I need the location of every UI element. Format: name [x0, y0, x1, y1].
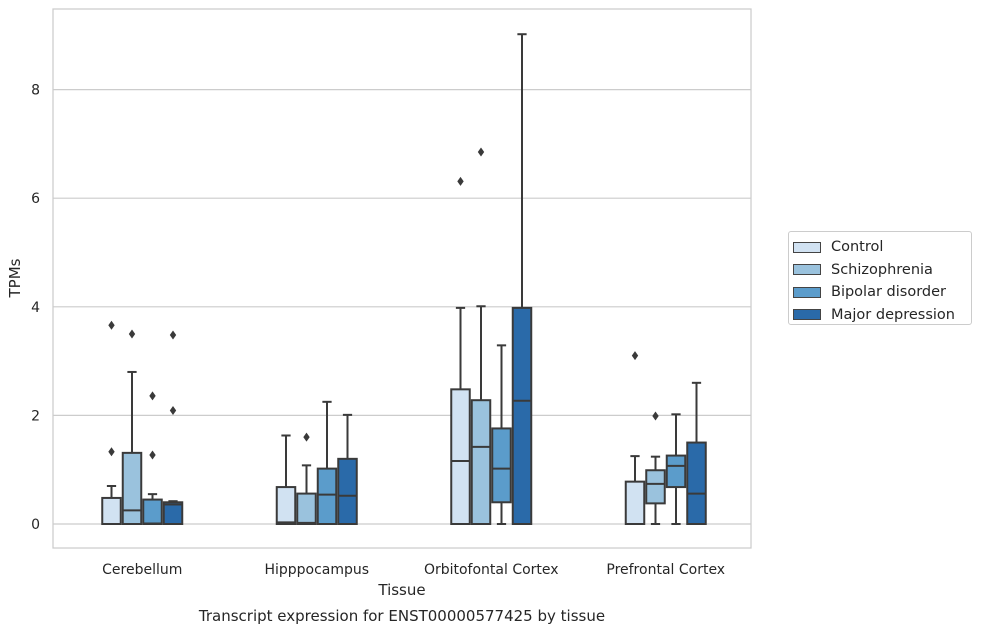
x-tick-label: Hipppocampus [264, 562, 369, 578]
outlier-point [108, 447, 115, 457]
legend-label: Schizophrenia [831, 261, 933, 278]
box-2-2 [491, 344, 512, 525]
legend-item: Major depression [793, 304, 971, 327]
outlier-point [149, 391, 156, 401]
legend-swatch [793, 241, 821, 253]
box-iqr [142, 498, 163, 526]
x-tick-label: Cerebellum [102, 562, 182, 578]
legend-item: Control [793, 236, 971, 259]
outlier-point [169, 330, 177, 340]
box-iqr [101, 496, 122, 526]
box-iqr [337, 457, 358, 525]
box-2-1 [316, 400, 338, 526]
box-1-0 [121, 329, 143, 526]
x-axis-ticks: Cerebellum Hipppocampus Orbitofontal Corte… [102, 562, 725, 578]
box-iqr [491, 427, 512, 504]
box-iqr [645, 469, 666, 505]
box-2-0 [142, 391, 163, 526]
box-iqr [624, 480, 646, 525]
legend-item: Bipolar disorder [793, 281, 971, 304]
x-axis-label: Tissue [377, 581, 425, 599]
y-tick-label: 2 [31, 408, 40, 424]
legend-label: Major depression [831, 306, 955, 323]
outlier-point [128, 329, 136, 339]
gridlines [53, 88, 751, 525]
legend-swatch [793, 286, 821, 298]
y-tick-label: 0 [31, 517, 40, 533]
legend: Control Schizophrenia Bipolar disorder Majo… [788, 231, 972, 325]
outlier-point [108, 320, 115, 330]
chart-title: Transcript expression for ENST0000057742… [198, 607, 605, 625]
outlier-point [169, 406, 177, 416]
box-0-2 [450, 176, 471, 525]
box-3-1 [337, 413, 358, 525]
box-iqr [665, 454, 687, 489]
x-tick-label: Prefrontal Cortex [606, 562, 725, 578]
box-iqr [686, 441, 707, 525]
y-axis-label: TPMs [6, 258, 24, 298]
box-iqr [275, 486, 297, 525]
outlier-point [477, 147, 485, 157]
box-1-3 [645, 411, 666, 525]
box-iqr [316, 467, 338, 526]
legend-label: Bipolar disorder [831, 284, 946, 301]
plot-frame [52, 8, 752, 549]
outlier-point [149, 450, 156, 460]
box-iqr [162, 501, 184, 525]
box-2-3 [665, 413, 687, 525]
outlier-point [652, 411, 659, 421]
y-tick-label: 4 [31, 300, 40, 316]
box-1-2 [470, 147, 492, 526]
outlier-point [457, 176, 464, 186]
legend-swatch [793, 309, 821, 321]
y-axis-ticks: 0 2 4 6 8 [31, 83, 40, 533]
box-1-1 [296, 432, 317, 526]
y-tick-label: 8 [31, 83, 40, 99]
outlier-point [303, 432, 310, 442]
legend-item: Schizophrenia [793, 259, 971, 282]
legend-label: Control [831, 239, 884, 256]
box-0-1 [275, 434, 297, 525]
legend-swatch [793, 264, 821, 276]
box-3-2 [511, 33, 533, 525]
x-tick-label: Orbitofontal Cortex [424, 562, 559, 578]
outlier-point [631, 351, 639, 361]
y-tick-label: 6 [31, 191, 40, 207]
box-3-3 [686, 381, 707, 525]
box-0-0 [101, 320, 122, 526]
box-3-0 [162, 330, 184, 525]
box-series [101, 33, 707, 526]
box-iqr [121, 451, 143, 526]
box-0-3 [624, 351, 646, 525]
box-iqr [450, 388, 471, 525]
box-iqr [470, 399, 492, 526]
box-iqr [511, 306, 533, 525]
box-iqr [296, 492, 317, 526]
